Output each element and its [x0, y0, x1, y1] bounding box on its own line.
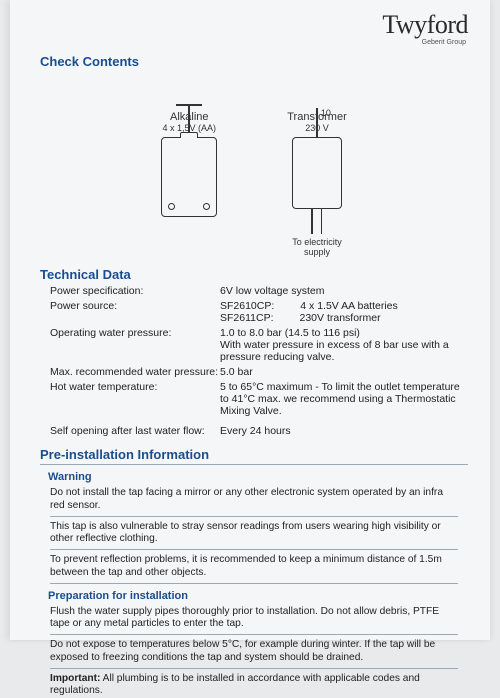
divider [50, 668, 458, 669]
spec-table: Power specification:6V low voltage syste… [50, 285, 468, 437]
important-label: Important: [50, 673, 100, 684]
heading-technical-data: Technical Data [40, 267, 468, 282]
divider [50, 516, 458, 517]
wire-caption: To electricity supply [292, 237, 342, 257]
warning-para: To prevent reflection problems, it is re… [50, 554, 458, 580]
spec-row: Power source:SF2610CP:4 x 1.5V AA batter… [50, 300, 468, 324]
heading-check-contents: Check Contents [40, 54, 468, 69]
transformer-box: 10 [292, 137, 342, 209]
prep-para: Flush the water supply pipes thoroughly … [50, 606, 458, 632]
spec-row: Self opening after last water flow:Every… [50, 425, 468, 437]
spec-row: Max. recommended water pressure:5.0 bar [50, 366, 468, 378]
wire-number: 10 [321, 108, 331, 118]
alkaline-box [161, 137, 217, 217]
brand-group: Geberit Group [40, 39, 466, 46]
heading-warning: Warning [48, 471, 468, 483]
important-text: All plumbing is to be installed in accor… [50, 673, 420, 697]
divider [50, 634, 458, 635]
prep-para: Do not expose to temperatures below 5°C,… [50, 639, 458, 665]
diagram-alkaline: Alkaline 4 x 1,5V (AA) [161, 77, 217, 257]
diagram-row: Alkaline 4 x 1,5V (AA) Transformer 230 V… [40, 77, 468, 257]
warning-para: Do not install the tap facing a mirror o… [50, 487, 458, 513]
diagram-transformer: Transformer 230 V 10 To electricity supp… [287, 77, 347, 257]
divider [50, 583, 458, 584]
divider [50, 549, 458, 550]
divider [40, 464, 468, 465]
important-line: Important: All plumbing is to be install… [50, 673, 458, 698]
brand-name: Twyford [40, 12, 468, 38]
heading-prep: Preparation for installation [48, 590, 468, 602]
warning-para: This tap is also vulnerable to stray sen… [50, 521, 458, 547]
heading-pre-install: Pre-installation Information [40, 447, 468, 462]
spec-row: Power specification:6V low voltage syste… [50, 285, 468, 297]
document-page: Twyford Geberit Group Check Contents Alk… [10, 0, 490, 640]
spec-row: Hot water temperature:5 to 65°C maximum … [50, 381, 468, 417]
spec-row: Operating water pressure:1.0 to 8.0 bar … [50, 327, 468, 363]
